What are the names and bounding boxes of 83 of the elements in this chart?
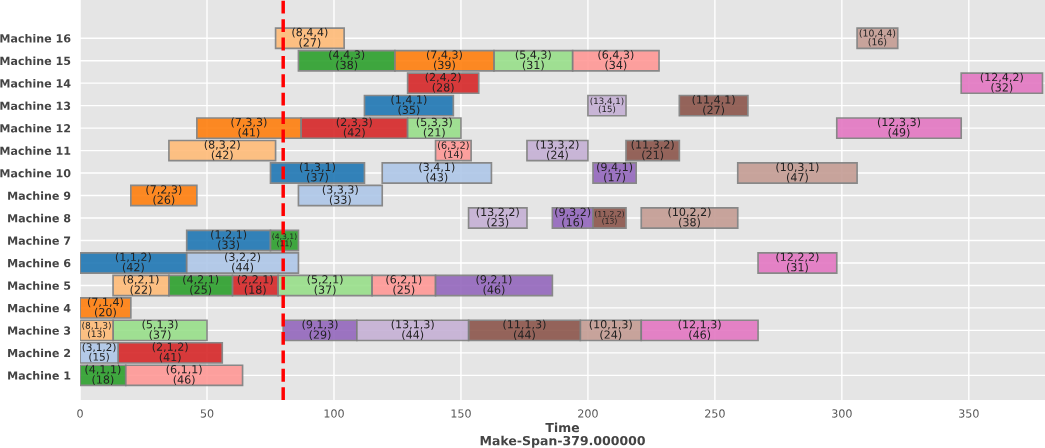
data-label: (1,1,2) (42) [115, 252, 151, 273]
data-label: (3,3,3) (33) [322, 185, 358, 206]
y-tick-label: Machine 7 [8, 236, 71, 245]
data-label: (3,1,2) (15) [82, 342, 116, 362]
data-label: (9,3,2) (16) [555, 207, 591, 228]
data-label: (12,3,3) (49) [877, 117, 921, 138]
data-label: (4,4,3) (38) [329, 50, 365, 71]
data-label: (13,2,2) (23) [476, 207, 519, 228]
data-label: (1,4,1) (35) [391, 95, 427, 116]
data-label: (11,1,3) (44) [503, 319, 546, 341]
y-tick-label: Machine 16 [0, 33, 71, 43]
data-label: (6,1,1) (46) [166, 364, 202, 386]
data-label: (13,4,1) (15) [590, 97, 624, 114]
bar [467, 207, 528, 229]
data-label: (8,4,4) (27) [292, 27, 328, 48]
data-label: (11,4,1) (27) [692, 95, 735, 116]
y-tick-label: Machine 1 [8, 371, 71, 380]
data-label: (10,3,1) (47) [776, 162, 819, 183]
data-label: (9,1,3) (29) [302, 319, 338, 341]
data-label: (7,4,3) (39) [426, 50, 462, 71]
data-label: (4,2,1) (25) [183, 274, 219, 296]
bar [960, 72, 1044, 95]
data-label: (10,2,2) (38) [668, 207, 711, 228]
x-tick-label: 150 [451, 409, 471, 418]
bar [757, 252, 838, 274]
y-tick-label: Machine 8 [8, 213, 71, 223]
y-tick-label: Machine 3 [8, 326, 71, 335]
data-label: (5,2,1) (37) [307, 274, 343, 296]
bar [526, 139, 589, 162]
data-label: (2,1,2) (41) [152, 342, 188, 363]
data-label: (1,2,1) (33) [211, 229, 247, 251]
y-tick-label: Machine 12 [0, 123, 71, 133]
data-label: (9,2,1) (46) [476, 274, 512, 296]
data-label: (5,1,3) (37) [142, 319, 178, 341]
data-label: (11,3,2) (21) [631, 140, 674, 161]
data-label: (12,1,3) (46) [678, 319, 721, 341]
y-tick-label: Machine 5 [8, 281, 71, 290]
y-tick-label: Machine 10 [0, 168, 71, 178]
data-label: (3,4,1) (43) [419, 162, 455, 183]
data-label: (7,1,4) (20) [87, 297, 123, 318]
data-label: (2,3,3) (42) [336, 117, 372, 138]
x-tick-label: 0 [77, 409, 83, 418]
data-label: (7,2,3) (26) [146, 185, 182, 206]
y-tick-label: Machine 9 [8, 191, 71, 200]
data-label: (13,3,2) (24) [536, 140, 579, 161]
data-label: (10,1,3) (24) [589, 319, 632, 341]
data-label: (4,1,1) (18) [85, 364, 121, 386]
data-label: (2,2,1) (18) [237, 274, 273, 296]
x-tick-label: 200 [578, 409, 598, 418]
data-label: (5,3,3) (21) [416, 117, 452, 138]
data-label: (8,3,2) (42) [204, 140, 240, 161]
data-label: (8,2,1) (22) [123, 274, 159, 296]
x-tick-label: 100 [324, 409, 344, 418]
data-label: (6,3,2) (14) [438, 141, 469, 160]
data-label: (2,4,2) (28) [425, 72, 461, 93]
x-tick-label: 300 [832, 409, 852, 418]
data-label: (3,2,2) (44) [225, 252, 261, 273]
bar [678, 94, 749, 117]
y-tick-label: Machine 15 [0, 56, 71, 66]
bar [640, 207, 739, 229]
y-tick-label: Machine 2 [8, 348, 71, 358]
data-label: (10,4,4) (16) [859, 29, 896, 47]
data-label: (5,4,3) (31) [515, 50, 551, 71]
bar [736, 162, 858, 185]
y-tick-label: Machine 6 [8, 258, 71, 268]
y-tick-label: Machine 11 [0, 146, 71, 155]
data-label: (9,4,1) (17) [597, 162, 633, 183]
x-tick-label: 250 [705, 409, 725, 418]
y-tick-label: Machine 4 [8, 303, 71, 313]
data-label: (8,1,3) (13) [82, 321, 111, 339]
data-label: (12,4,2) (32) [980, 72, 1023, 93]
data-label: (12,2,2) (31) [776, 252, 819, 273]
x-tick-label: 350 [959, 409, 979, 418]
data-label: (7,3,3) (41) [231, 117, 267, 138]
data-label: (6,2,1) (25) [386, 274, 422, 296]
data-label: (1,3,1) (37) [299, 162, 335, 183]
y-tick-label: Machine 13 [0, 101, 71, 111]
data-label: (6,4,3) (34) [598, 50, 634, 71]
x-axis-title: Time Make-Span-379.000000 [480, 422, 645, 448]
y-tick-label: Machine 14 [0, 78, 71, 88]
bar [835, 117, 963, 140]
data-label: (13,1,3) (44) [391, 319, 434, 341]
x-tick-label: 50 [200, 409, 214, 418]
